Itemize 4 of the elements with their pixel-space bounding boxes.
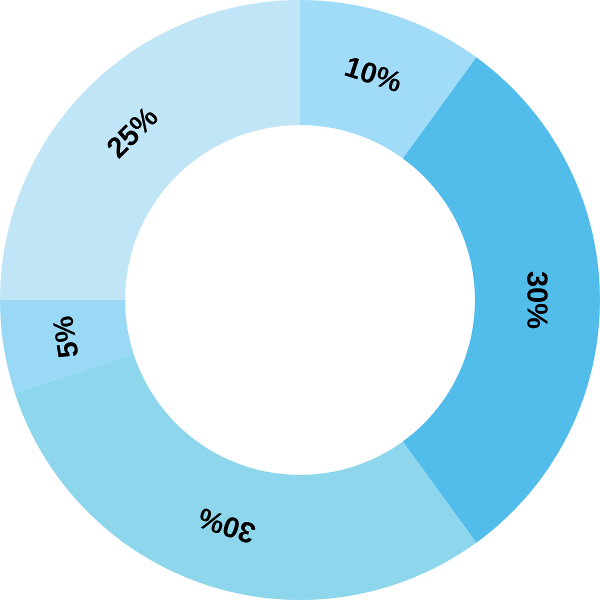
data-label: 10% [344,58,400,92]
data-label: 30% [527,272,548,328]
data-label: 30% [200,508,256,543]
data-label: 5% [53,316,78,358]
